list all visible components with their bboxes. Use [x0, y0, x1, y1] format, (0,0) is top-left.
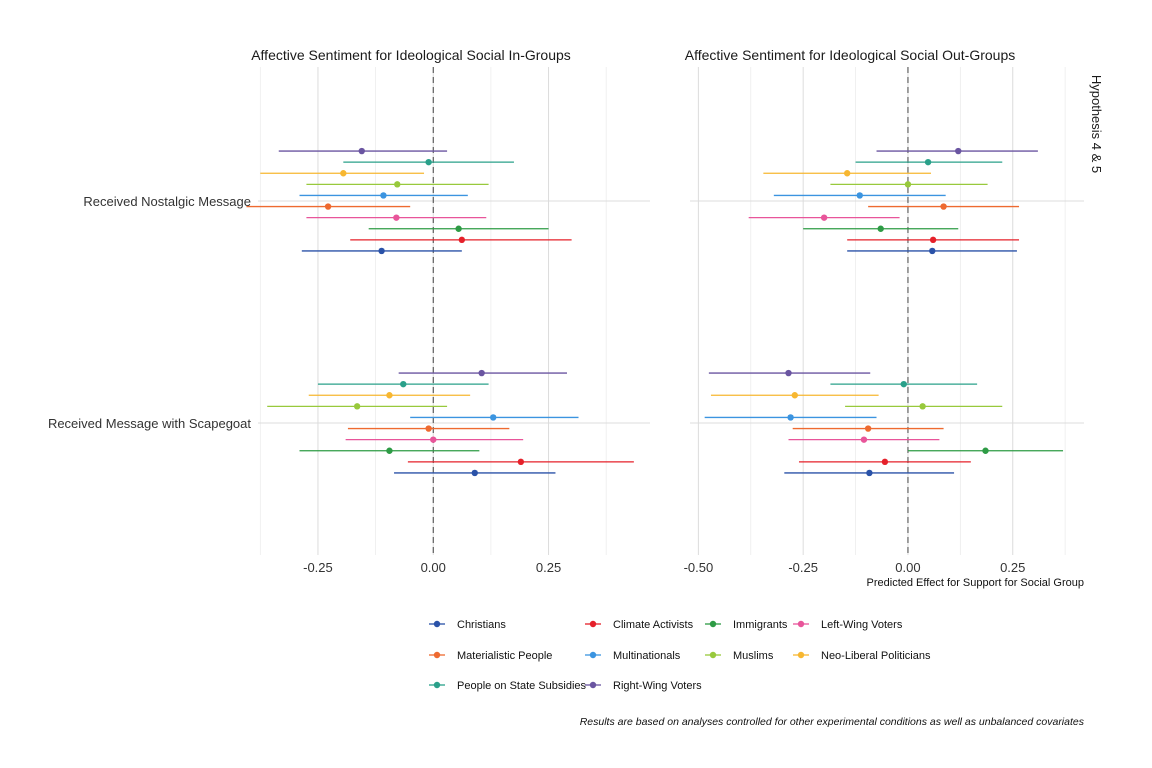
- point-estimate-neo-liberal-politicians: [340, 170, 347, 177]
- legend-label: Muslims: [733, 650, 774, 662]
- legend: Christians Climate Activists Immigrants Lef…: [429, 619, 931, 692]
- point-estimate-multinationals: [380, 192, 387, 199]
- point-estimate-immigrants: [877, 225, 884, 232]
- legend-label: Materialistic People: [457, 650, 552, 662]
- point-estimate-people-on-state-subsidies: [400, 380, 407, 388]
- point-estimate-christians: [378, 247, 385, 255]
- point-estimate-right-wing-voters: [358, 147, 365, 155]
- point-estimate-materialistic-people: [324, 203, 332, 210]
- legend-label: People on State Subsidies: [457, 680, 587, 692]
- point-estimate-left-wing-voters: [393, 214, 400, 221]
- point-estimate-christians: [471, 469, 478, 477]
- point-estimate-neo-liberal-politicians: [843, 170, 851, 177]
- point-estimate-multinationals: [787, 414, 794, 421]
- facet-strip-label: Hypothesis 4 & 5: [1089, 75, 1104, 173]
- point-estimate-materialistic-people: [940, 203, 947, 210]
- ytick-label: Received Nostalgic Message: [83, 194, 251, 209]
- legend-key-point: [709, 620, 717, 628]
- point-estimate-left-wing-voters: [860, 436, 868, 443]
- panel-in-groups: Affective Sentiment for Ideological Soci…: [246, 47, 650, 575]
- legend-item-materialistic-people: Materialistic People: [429, 650, 552, 662]
- xtick-label: -0.50: [684, 560, 714, 575]
- legend-item-neo-liberal-politicians: Neo-Liberal Politicians: [793, 650, 931, 662]
- legend-item-right-wing-voters: Right-Wing Voters: [585, 680, 702, 692]
- xtick-label: 0.00: [421, 560, 446, 575]
- point-estimate-people-on-state-subsidies: [425, 158, 432, 166]
- point-estimate-multinationals: [490, 414, 497, 421]
- point-estimate-multinationals: [856, 192, 863, 199]
- point-estimate-materialistic-people: [864, 425, 872, 432]
- point-estimate-climate-activists: [517, 458, 525, 466]
- legend-item-climate-activists: Climate Activists: [585, 619, 694, 631]
- point-estimate-immigrants: [982, 447, 989, 454]
- legend-key-point: [709, 651, 717, 659]
- point-estimate-people-on-state-subsidies: [924, 158, 932, 166]
- point-estimate-climate-activists: [929, 236, 937, 244]
- legend-key-point: [797, 651, 805, 659]
- ytick-label: Received Message with Scapegoat: [48, 416, 251, 431]
- xtick-label: 0.25: [536, 560, 561, 575]
- point-estimate-christians: [866, 469, 873, 477]
- point-estimate-materialistic-people: [425, 425, 432, 432]
- point-estimate-climate-activists: [881, 458, 889, 466]
- legend-key-point: [433, 651, 441, 659]
- legend-key-point: [589, 681, 597, 689]
- point-estimate-right-wing-voters: [785, 369, 792, 377]
- point-estimate-right-wing-voters: [478, 369, 485, 377]
- point-estimate-christians: [929, 247, 936, 255]
- caption: Results are based on analyses controlled…: [580, 716, 1085, 728]
- point-estimate-people-on-state-subsidies: [900, 380, 907, 388]
- point-estimate-left-wing-voters: [430, 436, 437, 443]
- xtick-label: 0.25: [1000, 560, 1025, 575]
- legend-item-left-wing-voters: Left-Wing Voters: [793, 619, 903, 631]
- legend-label: Christians: [457, 619, 506, 631]
- point-estimate-muslims: [394, 181, 401, 188]
- legend-label: Immigrants: [733, 619, 788, 631]
- panel-title-out-groups: Affective Sentiment for Ideological Soci…: [685, 47, 1015, 63]
- point-estimate-muslims: [919, 403, 926, 410]
- legend-item-multinationals: Multinationals: [585, 650, 681, 662]
- xtick-label: -0.25: [303, 560, 333, 575]
- y-axis: Received Nostalgic Message Received Mess…: [48, 194, 251, 431]
- legend-label: Left-Wing Voters: [821, 619, 903, 631]
- point-estimate-left-wing-voters: [820, 214, 828, 221]
- legend-item-immigrants: Immigrants: [705, 619, 788, 631]
- point-estimate-neo-liberal-politicians: [386, 392, 393, 399]
- x-axis-title: Predicted Effect for Support for Social …: [867, 577, 1084, 589]
- legend-item-christians: Christians: [429, 619, 506, 631]
- legend-key-point: [433, 620, 441, 628]
- legend-label: Right-Wing Voters: [613, 680, 702, 692]
- panel-out-groups: Affective Sentiment for Ideological Soci…: [684, 47, 1084, 575]
- legend-item-muslims: Muslims: [705, 650, 774, 662]
- legend-key-point: [797, 620, 805, 628]
- point-estimate-climate-activists: [458, 236, 466, 244]
- xtick-label: -0.25: [788, 560, 818, 575]
- point-estimate-muslims: [904, 181, 912, 188]
- point-estimate-muslims: [353, 403, 361, 410]
- xtick-label: 0.00: [895, 560, 920, 575]
- point-estimate-immigrants: [455, 225, 462, 232]
- point-estimate-right-wing-voters: [955, 147, 962, 155]
- legend-label: Climate Activists: [613, 619, 694, 631]
- panel-title-in-groups: Affective Sentiment for Ideological Soci…: [251, 47, 571, 63]
- point-estimate-neo-liberal-politicians: [791, 392, 798, 399]
- legend-key-point: [433, 681, 441, 689]
- legend-label: Multinationals: [613, 650, 681, 662]
- point-estimate-immigrants: [386, 447, 393, 454]
- legend-item-people-on-state-subsidies: People on State Subsidies: [429, 680, 587, 692]
- legend-key-point: [589, 620, 597, 628]
- legend-key-point: [589, 651, 597, 659]
- legend-label: Neo-Liberal Politicians: [821, 650, 931, 662]
